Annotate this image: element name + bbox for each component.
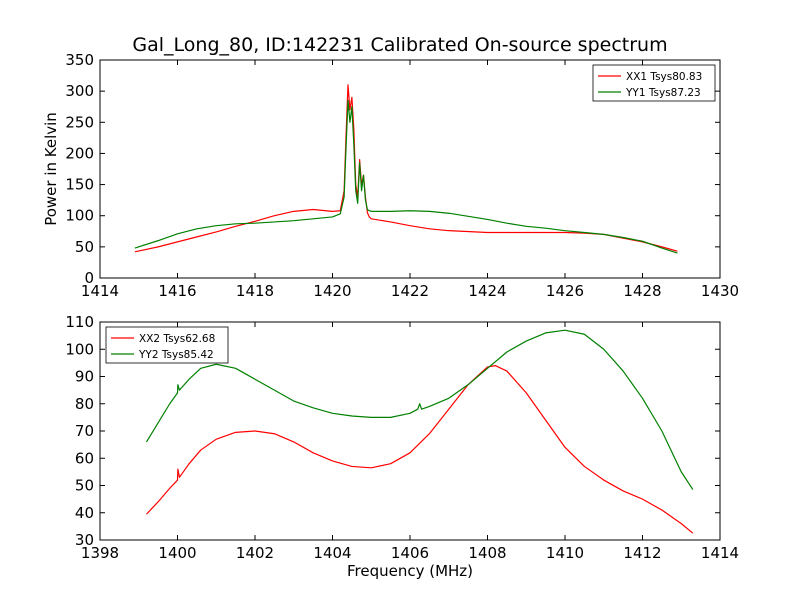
plot2-legend-label-2: YY2 Tsys85.42: [138, 349, 214, 361]
plot2-legend-box: [105, 326, 229, 364]
plot1-y-tick-label: 50: [75, 238, 94, 256]
plot2-y-tick-label: 100: [65, 340, 94, 358]
plot1-y-axis-label: Power in Kelvin: [42, 112, 60, 226]
plot2-y-tick-label: 80: [75, 395, 94, 413]
plot2-x-tick-label: 1414: [701, 544, 739, 562]
plot1-series-line-1: [134, 84, 678, 253]
plot1-x-tick-label: 1422: [391, 282, 429, 300]
plot1-y-tick-label: 250: [65, 113, 94, 131]
plot2-x-tick-label: 1412: [623, 544, 661, 562]
plot2-x-tick-label: 1400: [158, 544, 196, 562]
plot2-y-tick-label: 40: [75, 504, 94, 522]
plot1-x-tick-label: 1420: [313, 282, 351, 300]
plot1-y-tick-label: 150: [65, 176, 94, 194]
plot1-y-tick-label: 0: [84, 269, 94, 287]
chart-title: Gal_Long_80, ID:142231 Calibrated On-sou…: [132, 34, 668, 56]
plot1-x-tick-label: 1418: [236, 282, 274, 300]
plot2-x-tick-label: 1408: [468, 544, 506, 562]
plot1-legend-box: [592, 64, 716, 102]
plot2-x-tick-label: 1404: [313, 544, 351, 562]
plot2-x-tick-label: 1406: [391, 544, 429, 562]
plot2-y-tick-label: 30: [75, 531, 94, 549]
plot1-x-tick-label: 1428: [623, 282, 661, 300]
plot1-y-tick-label: 300: [65, 82, 94, 100]
plot2-y-tick-label: 70: [75, 422, 94, 440]
plot2-x-axis-label: Frequency (MHz): [347, 562, 473, 580]
plot1-x-tick-label: 1426: [546, 282, 584, 300]
plot1-y-tick-label: 200: [65, 144, 94, 162]
plot1-x-tick-label: 1430: [701, 282, 739, 300]
plot2-y-tick-label: 90: [75, 368, 94, 386]
plot1-legend-label-2: YY1 Tsys87.23: [625, 87, 701, 99]
plot2-series-line-1: [146, 365, 694, 534]
plot1-x-tick-label: 1424: [468, 282, 506, 300]
plot1-legend-label-1: XX1 Tsys80.83: [626, 71, 702, 83]
plot2-y-tick-label: 60: [75, 449, 94, 467]
plot1-series-line-2: [134, 99, 678, 254]
plot2-series-line-2: [145, 329, 694, 490]
plot1-x-tick-label: 1416: [158, 282, 196, 300]
plot2-x-tick-label: 1402: [236, 544, 274, 562]
plot2-x-tick-label: 1410: [546, 544, 584, 562]
plot2-y-tick-label: 50: [75, 477, 94, 495]
plot1-x-tick-label: 1414: [81, 282, 119, 300]
plot2-x-tick-label: 1398: [81, 544, 119, 562]
plot2-y-tick-label: 110: [65, 313, 94, 331]
plot1-y-tick-label: 350: [65, 51, 94, 69]
plot1-y-tick-label: 100: [65, 207, 94, 225]
plot2-legend-label-1: XX2 Tsys62.68: [139, 333, 215, 345]
